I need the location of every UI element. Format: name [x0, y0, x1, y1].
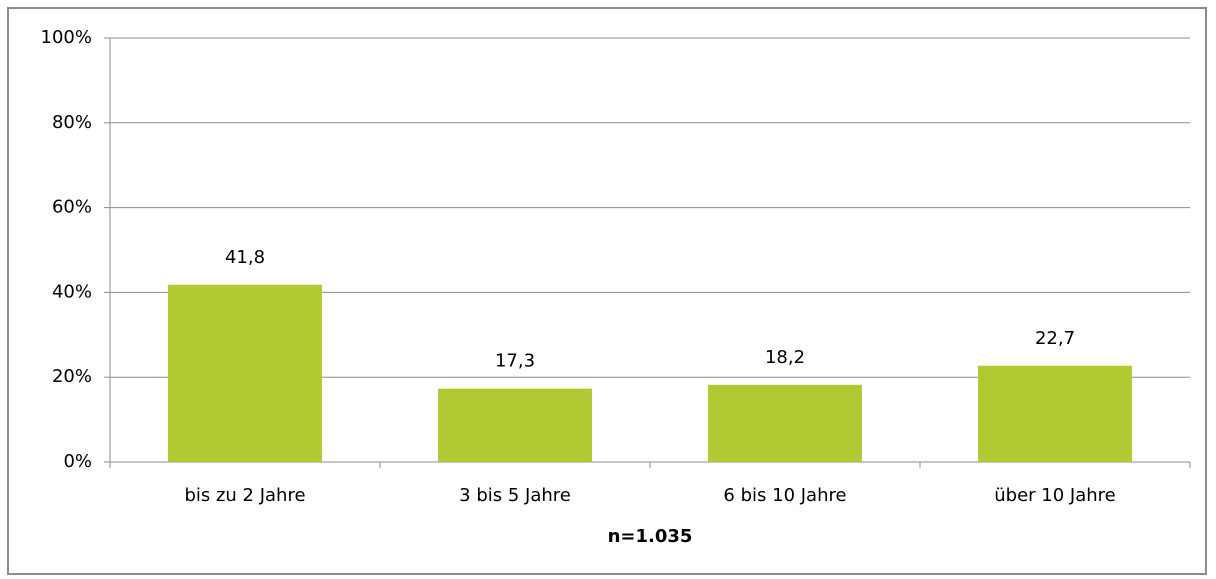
bar: [438, 388, 592, 462]
y-tick-label: 100%: [41, 27, 92, 48]
x-tick-label: über 10 Jahre: [994, 485, 1115, 506]
data-label: 17,3: [495, 351, 535, 372]
y-tick-label: 60%: [52, 197, 92, 218]
y-tick-label: 0%: [63, 451, 92, 472]
bar: [708, 384, 862, 462]
bar: [978, 365, 1132, 462]
x-tick-label: 3 bis 5 Jahre: [459, 485, 571, 506]
data-label: 41,8: [225, 247, 265, 268]
y-tick-label: 40%: [52, 281, 92, 302]
y-tick-label: 20%: [52, 366, 92, 387]
bar: [168, 284, 322, 462]
x-tick-label: bis zu 2 Jahre: [184, 485, 305, 506]
y-tick-label: 80%: [52, 112, 92, 133]
data-label: 18,2: [765, 347, 805, 368]
data-label: 22,7: [1035, 328, 1075, 349]
x-axis-label: n=1.035: [608, 526, 693, 547]
x-tick-label: 6 bis 10 Jahre: [723, 485, 846, 506]
